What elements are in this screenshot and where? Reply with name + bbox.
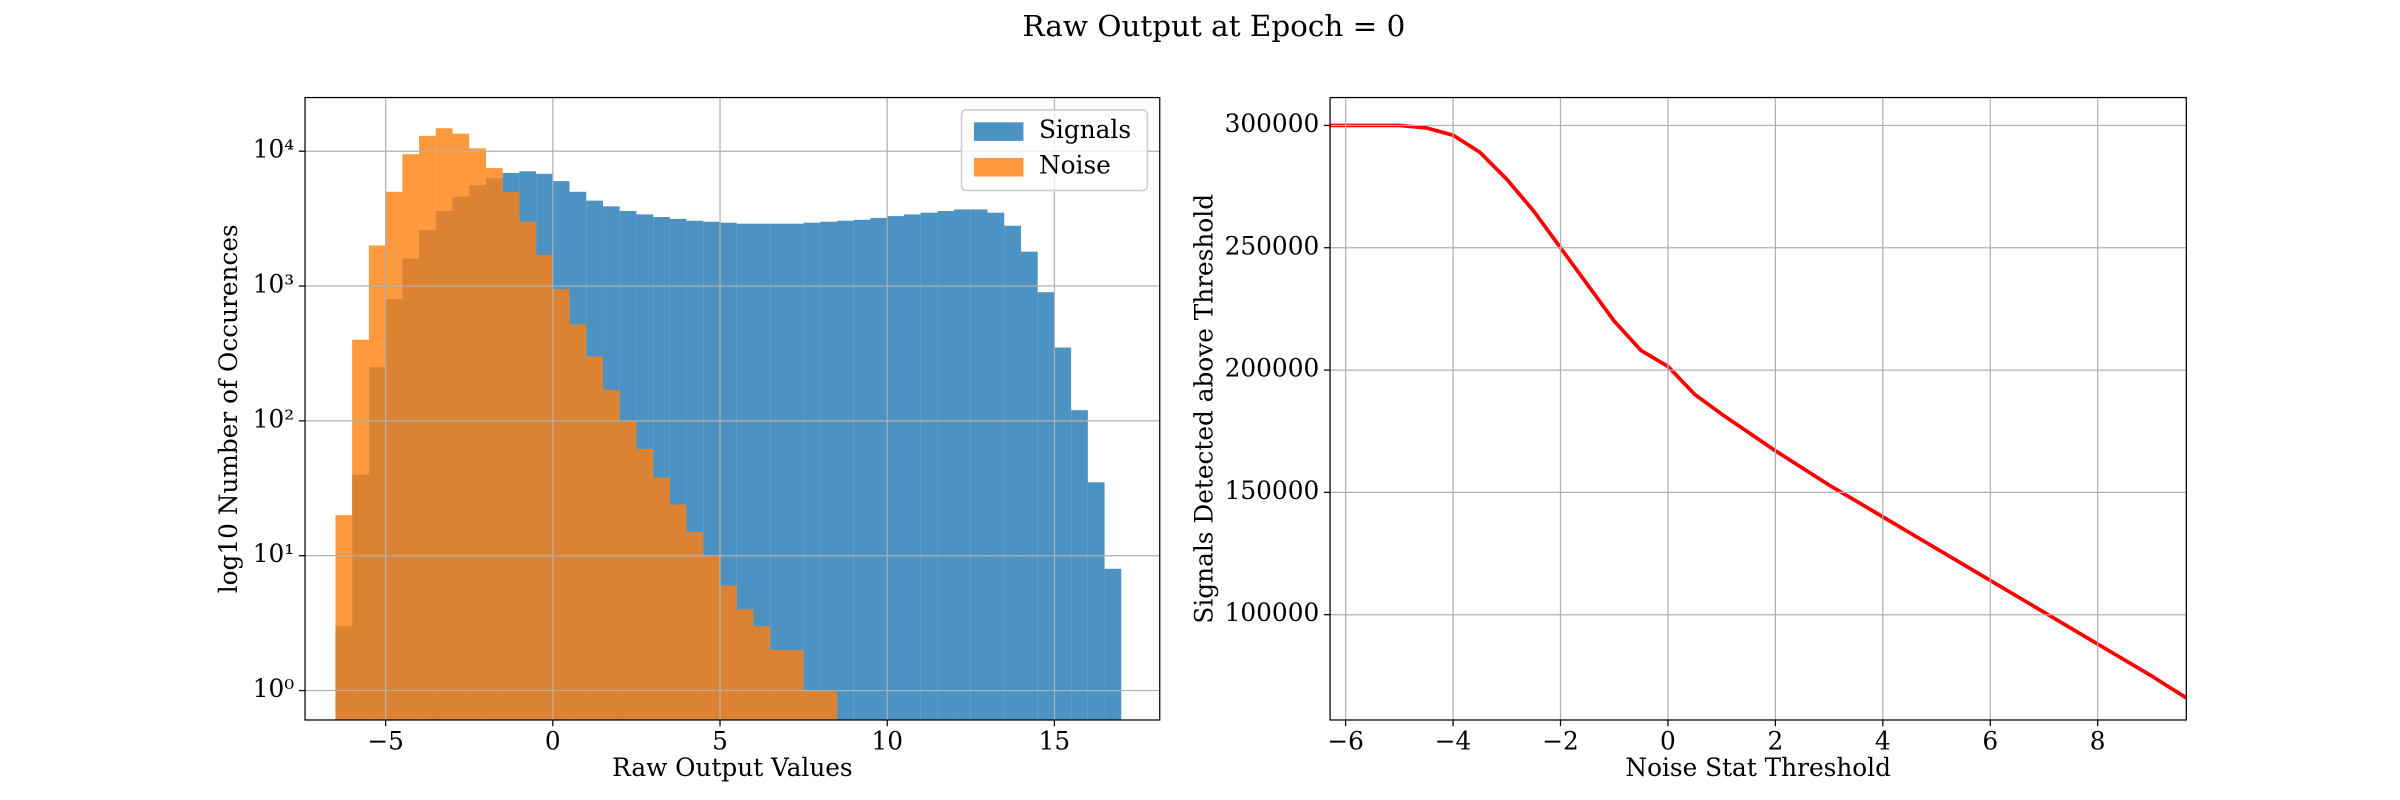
x-axis-label: Raw Output Values [612, 753, 853, 782]
bar [602, 389, 620, 720]
bar [1104, 568, 1122, 720]
bar [887, 216, 904, 720]
bar [770, 223, 787, 720]
x-tick-label: 0 [1660, 727, 1676, 756]
bar [469, 148, 486, 720]
bar [402, 154, 420, 720]
legend-swatch [973, 157, 1024, 177]
bar [786, 649, 804, 720]
bar [636, 448, 654, 720]
bar [435, 128, 453, 720]
y-axis-label: Signals Detected above Threshold [1190, 194, 1219, 624]
bar [686, 531, 704, 720]
x-tick-label: −2 [1542, 727, 1579, 756]
bar [1004, 225, 1021, 720]
bar [1054, 347, 1072, 720]
x-tick-label: 2 [1767, 727, 1783, 756]
bar [368, 245, 386, 720]
bar [820, 690, 838, 720]
bar [1020, 251, 1038, 720]
plot-frame [304, 96, 1161, 721]
x-tick-label: −6 [1327, 727, 1364, 756]
bar [335, 515, 353, 720]
x-tick-label: 8 [2090, 727, 2106, 756]
plot-frame [1329, 96, 2187, 721]
y-tick-label: 10⁰ [253, 674, 295, 703]
bar [920, 212, 938, 720]
bar [653, 477, 670, 720]
bar [870, 217, 888, 720]
bar [552, 289, 570, 720]
y-tick-label: 10³ [253, 270, 294, 299]
bar [385, 191, 403, 720]
bar [937, 211, 955, 720]
bar [753, 223, 771, 720]
y-tick-label: 200000 [1225, 354, 1320, 383]
y-tick-label: 250000 [1225, 231, 1320, 260]
figure-title: Raw Output at Epoch = 0 [1023, 9, 1406, 43]
bar [519, 221, 537, 720]
bar [736, 223, 754, 720]
bar [569, 324, 587, 720]
bar [786, 223, 804, 720]
bar [1037, 292, 1055, 720]
x-tick-label: 6 [1982, 727, 1998, 756]
bar [502, 191, 520, 720]
x-axis-label: Noise Stat Threshold [1625, 753, 1891, 782]
bar [619, 420, 637, 720]
x-tick-label: 0 [545, 727, 561, 756]
bar [954, 209, 971, 720]
x-tick-label: −4 [1435, 727, 1472, 756]
x-tick-label: 10 [871, 727, 903, 756]
x-tick-label: 4 [1875, 727, 1891, 756]
y-axis-label: log10 Number of Occurences [214, 224, 243, 593]
y-tick-label: 10⁴ [253, 135, 295, 164]
bar [720, 585, 737, 720]
bar [1087, 482, 1105, 720]
legend-label: Noise [1039, 151, 1111, 180]
bar [485, 168, 503, 720]
y-tick-label: 10² [253, 404, 294, 433]
bar [853, 219, 871, 720]
legend-label: Signals [1039, 115, 1131, 144]
bar [803, 690, 821, 720]
x-tick-label: 5 [712, 727, 728, 756]
bar [837, 220, 854, 720]
bar [753, 626, 771, 720]
bar [903, 214, 921, 720]
legend-swatch [973, 122, 1024, 141]
bar [970, 209, 988, 720]
x-tick-label: −5 [367, 727, 404, 756]
bar [803, 222, 821, 720]
bar [820, 221, 838, 720]
bar [703, 555, 721, 720]
bar [770, 649, 787, 720]
bar [987, 212, 1005, 720]
line [1330, 123, 2187, 700]
bar [352, 339, 369, 720]
plot-area [335, 128, 1122, 720]
bar [1071, 410, 1088, 720]
y-tick-label: 300000 [1225, 109, 1320, 138]
bar [736, 609, 754, 720]
y-tick-label: 150000 [1225, 476, 1320, 505]
bar [419, 135, 436, 720]
y-tick-label: 10¹ [253, 539, 294, 568]
bar [452, 133, 470, 720]
bar [669, 504, 687, 720]
y-tick-label: 100000 [1225, 598, 1320, 627]
x-tick-label: 15 [1039, 727, 1071, 756]
bar [536, 254, 553, 720]
plot-area [1330, 123, 2187, 700]
bar [586, 356, 603, 720]
